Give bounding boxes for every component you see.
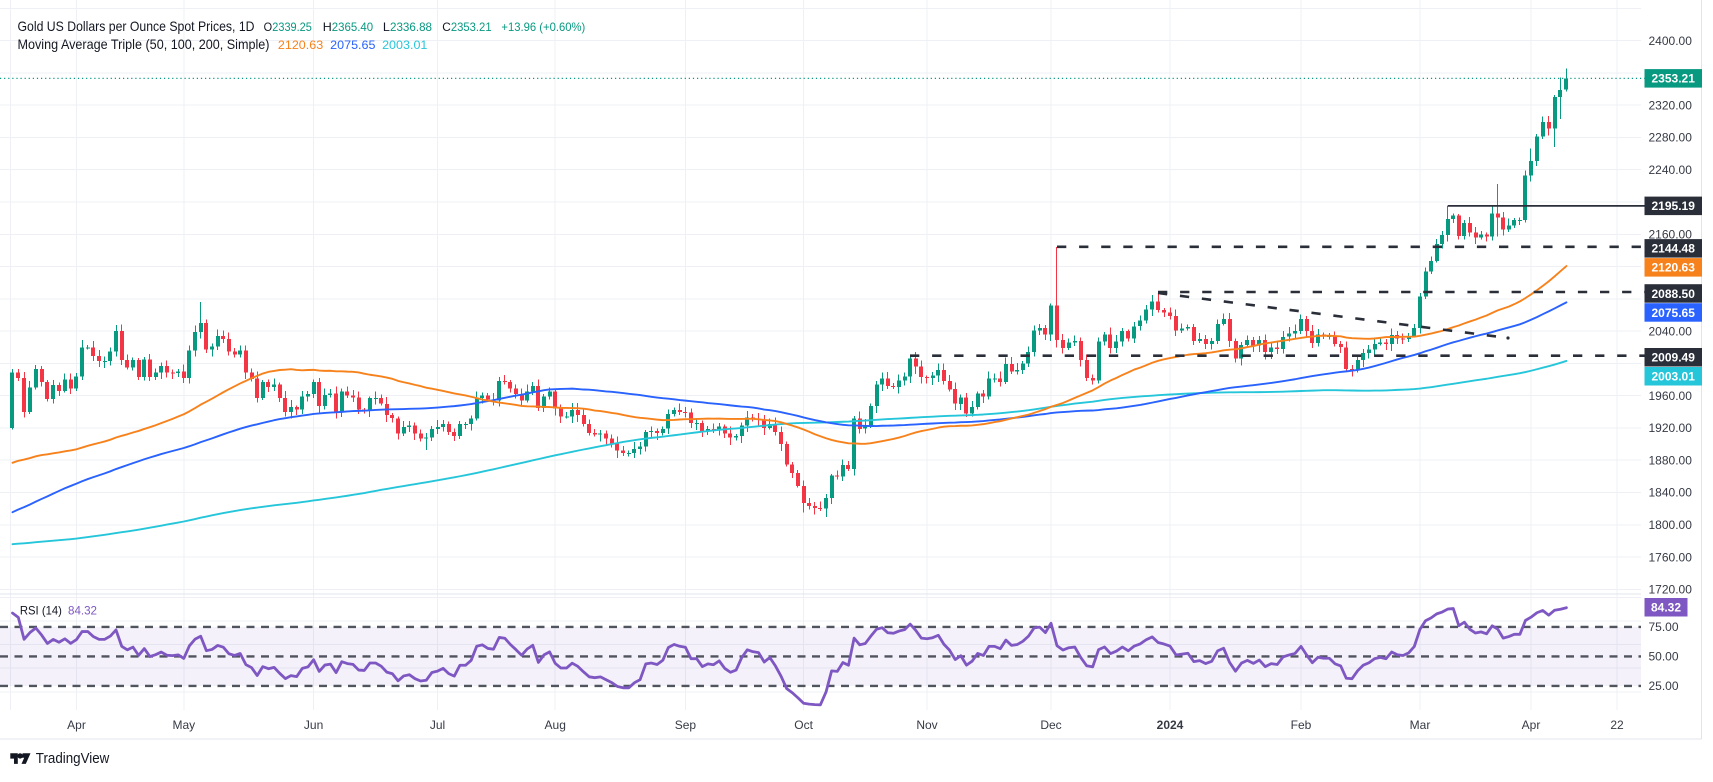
svg-text:84.32: 84.32 <box>68 604 97 618</box>
svg-text:2400.00: 2400.00 <box>1649 34 1693 48</box>
svg-text:Sep: Sep <box>675 718 697 732</box>
svg-text:+13.96 (+0.60%): +13.96 (+0.60%) <box>501 20 585 34</box>
svg-text:2003.01: 2003.01 <box>1652 370 1696 384</box>
svg-text:Apr: Apr <box>67 718 86 732</box>
svg-text:Aug: Aug <box>545 718 566 732</box>
svg-text:May: May <box>172 718 195 732</box>
svg-text:RSI (14): RSI (14) <box>20 604 62 618</box>
svg-text:Gold US Dollars per Ounce Spot: Gold US Dollars per Ounce Spot Prices, 1… <box>18 18 255 34</box>
svg-text:2280.00: 2280.00 <box>1649 131 1693 145</box>
svg-text:2003.01: 2003.01 <box>382 38 428 52</box>
svg-text:1880.00: 1880.00 <box>1649 453 1693 467</box>
svg-text:Apr: Apr <box>1522 718 1541 732</box>
svg-text:2160.00: 2160.00 <box>1649 228 1693 242</box>
svg-text:Nov: Nov <box>916 718 937 732</box>
svg-text:2353.21: 2353.21 <box>1652 72 1696 86</box>
svg-text:C: C <box>442 20 451 34</box>
svg-text:2240.00: 2240.00 <box>1649 163 1693 177</box>
svg-text:75.00: 75.00 <box>1649 620 1679 634</box>
svg-text:25.00: 25.00 <box>1649 679 1679 693</box>
svg-text:2024: 2024 <box>1157 718 1184 732</box>
svg-text:2009.49: 2009.49 <box>1652 351 1696 365</box>
svg-text:Feb: Feb <box>1291 718 1312 732</box>
svg-text:2075.65: 2075.65 <box>1652 306 1696 320</box>
svg-text:1760.00: 1760.00 <box>1649 550 1693 564</box>
svg-text:2088.50: 2088.50 <box>1652 287 1696 301</box>
svg-text:Mar: Mar <box>1410 718 1431 732</box>
svg-text:2075.65: 2075.65 <box>330 38 376 52</box>
svg-text:2336.88: 2336.88 <box>390 20 432 34</box>
svg-text:1800.00: 1800.00 <box>1649 518 1693 532</box>
svg-text:2120.63: 2120.63 <box>278 38 324 52</box>
svg-text:2195.19: 2195.19 <box>1652 199 1696 213</box>
svg-text:2120.63: 2120.63 <box>1652 261 1696 275</box>
svg-text:2320.00: 2320.00 <box>1649 98 1693 112</box>
svg-text:2040.00: 2040.00 <box>1649 324 1693 338</box>
svg-text:TradingView: TradingView <box>36 751 110 767</box>
svg-text:2365.40: 2365.40 <box>332 20 374 34</box>
svg-text:L: L <box>383 20 390 34</box>
svg-text:1840.00: 1840.00 <box>1649 486 1693 500</box>
svg-text:Oct: Oct <box>794 718 813 732</box>
svg-text:84.32: 84.32 <box>1651 601 1681 615</box>
svg-text:Moving Average Triple (50, 100: Moving Average Triple (50, 100, 200, Sim… <box>18 36 270 52</box>
svg-text:22: 22 <box>1610 718 1624 732</box>
svg-text:2339.25: 2339.25 <box>272 20 312 34</box>
svg-text:2353.21: 2353.21 <box>451 20 492 34</box>
svg-text:Dec: Dec <box>1040 718 1061 732</box>
svg-text:O: O <box>264 20 273 34</box>
svg-text:Jul: Jul <box>430 718 445 732</box>
svg-text:1960.00: 1960.00 <box>1649 389 1693 403</box>
svg-text:H: H <box>323 20 332 34</box>
svg-text:1920.00: 1920.00 <box>1649 421 1693 435</box>
svg-text:Jun: Jun <box>304 718 323 732</box>
svg-text:1720.00: 1720.00 <box>1649 583 1693 597</box>
svg-text:50.00: 50.00 <box>1649 650 1679 664</box>
svg-text:2144.48: 2144.48 <box>1652 242 1696 256</box>
